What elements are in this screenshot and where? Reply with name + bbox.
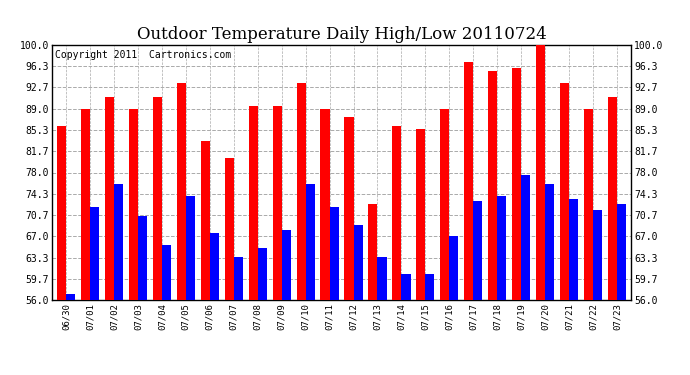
Bar [377,256,386,300]
Bar [129,109,138,300]
Bar [66,294,75,300]
Bar [234,256,243,300]
Bar [416,129,425,300]
Bar [344,117,353,300]
Bar [488,71,497,300]
Bar [608,97,617,300]
Bar [152,97,162,300]
Bar [330,207,339,300]
Bar [105,97,114,300]
Bar [138,216,147,300]
Bar [162,245,171,300]
Bar [512,68,521,300]
Bar [584,109,593,300]
Bar [440,109,449,300]
Bar [57,126,66,300]
Bar [545,184,554,300]
Bar [449,236,458,300]
Bar [402,274,411,300]
Bar [368,204,377,300]
Bar [114,184,123,300]
Bar [81,109,90,300]
Bar [282,231,290,300]
Bar [258,248,267,300]
Bar [473,201,482,300]
Bar [569,199,578,300]
Bar [90,207,99,300]
Bar [536,45,545,300]
Bar [521,176,531,300]
Bar [353,225,363,300]
Bar [560,82,569,300]
Bar [225,158,234,300]
Bar [186,196,195,300]
Bar [273,106,282,300]
Bar [177,82,186,300]
Bar [593,210,602,300]
Bar [617,204,626,300]
Bar [210,233,219,300]
Bar [201,141,210,300]
Bar [306,184,315,300]
Title: Outdoor Temperature Daily High/Low 20110724: Outdoor Temperature Daily High/Low 20110… [137,27,546,44]
Bar [425,274,435,300]
Text: Copyright 2011  Cartronics.com: Copyright 2011 Cartronics.com [55,50,231,60]
Bar [393,126,402,300]
Bar [497,196,506,300]
Bar [248,106,258,300]
Bar [297,82,306,300]
Bar [464,62,473,300]
Bar [320,109,330,300]
